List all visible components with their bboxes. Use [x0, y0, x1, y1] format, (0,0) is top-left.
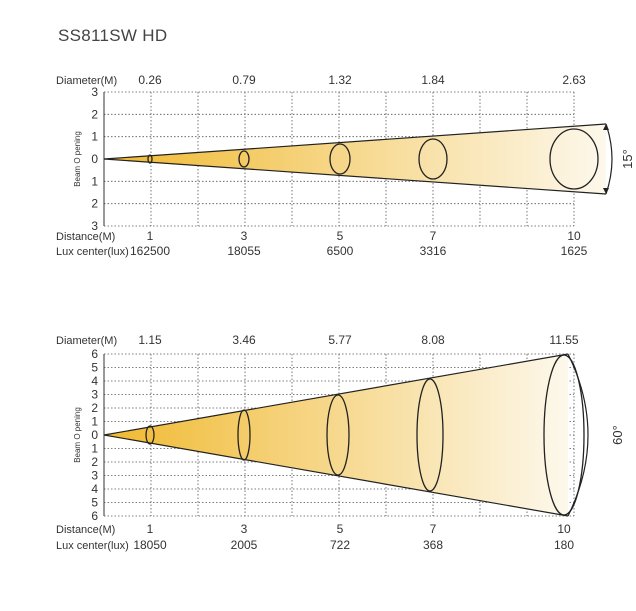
lux-value: 2005 — [231, 538, 258, 552]
beam-edge-bottom — [103, 158, 607, 195]
lux-value: 368 — [423, 538, 443, 552]
y-tick-label: 6 — [91, 509, 98, 523]
y-tick-label: 6 — [91, 347, 98, 361]
diameter-value: 8.08 — [421, 333, 445, 347]
distance-value: 7 — [430, 522, 437, 536]
diameter-value: 1.15 — [138, 333, 162, 347]
angle-label: 60° — [610, 425, 625, 445]
beam-ellipse — [145, 425, 155, 445]
distance-value: 10 — [567, 229, 581, 243]
distance-value: 5 — [337, 229, 344, 243]
beam-ellipse — [238, 150, 250, 168]
diameter-value: 0.79 — [232, 73, 256, 87]
page-title: SS811SW HD — [58, 26, 168, 45]
distance-value: 7 — [430, 229, 437, 243]
lux-label: Lux center(lux) — [56, 540, 129, 552]
lux-value: 18055 — [227, 244, 261, 258]
y-tick-label: 1 — [91, 442, 98, 456]
beam-ellipse — [549, 128, 599, 190]
distance-label: Distance(M) — [56, 231, 115, 243]
lux-value: 1625 — [561, 244, 588, 258]
y-axis-label: Beam O pening — [73, 131, 82, 187]
y-tick-label: 1 — [91, 130, 98, 144]
y-tick-label: 1 — [91, 174, 98, 188]
y-tick-label: 4 — [91, 482, 98, 496]
arrow-head-up — [603, 124, 609, 130]
diameter-value: 11.55 — [549, 333, 578, 347]
beam-ellipse — [237, 409, 251, 461]
distance-value: 10 — [557, 522, 571, 536]
lux-value: 722 — [330, 538, 350, 552]
distance-value: 1 — [147, 522, 154, 536]
beam-edge-top — [103, 123, 607, 160]
y-tick-label: 3 — [91, 85, 98, 99]
y-tick-label: 2 — [91, 107, 98, 121]
beam-ellipse — [329, 143, 351, 175]
diameter-label: Diameter(M) — [56, 335, 117, 347]
y-tick-label: 5 — [91, 496, 98, 510]
beam-cone — [104, 354, 568, 516]
beam-ellipse — [416, 378, 444, 492]
y-tick-label: 5 — [91, 361, 98, 375]
diameter-value: 5.77 — [328, 333, 352, 347]
y-tick-label: 3 — [91, 469, 98, 483]
diameter-value: 0.26 — [138, 73, 162, 87]
lux-value: 6500 — [327, 244, 354, 258]
beam-edge-top — [103, 353, 569, 436]
beam-edge-bottom — [103, 434, 569, 517]
angle-arc — [567, 353, 589, 517]
diameter-value: 1.84 — [421, 73, 445, 87]
angle-arc — [605, 123, 613, 195]
beam-ellipse — [147, 154, 153, 164]
lux-label: Lux center(lux) — [56, 246, 129, 258]
distance-value: 1 — [147, 229, 154, 243]
distance-value: 3 — [241, 522, 248, 536]
y-tick-label: 2 — [91, 401, 98, 415]
distance-label: Distance(M) — [56, 524, 115, 536]
arrow-head-down — [603, 188, 609, 194]
y-tick-label: 0 — [91, 152, 98, 166]
beam-ellipse — [418, 138, 448, 180]
diameter-value: 3.46 — [232, 333, 256, 347]
lux-value: 18050 — [133, 538, 167, 552]
diameter-label: Diameter(M) — [56, 75, 117, 87]
y-tick-label: 2 — [91, 455, 98, 469]
y-tick-label: 0 — [91, 428, 98, 442]
lux-value: 162500 — [130, 244, 170, 258]
beam-ellipse — [326, 394, 350, 476]
beam-ellipse — [543, 354, 585, 516]
angle-label: 15° — [620, 149, 635, 169]
y-axis-label: Beam O pening — [73, 407, 82, 463]
diameter-value: 2.63 — [562, 73, 586, 87]
distance-value: 3 — [241, 229, 248, 243]
beam-cone — [104, 124, 606, 194]
distance-value: 5 — [337, 522, 344, 536]
diameter-value: 1.32 — [328, 73, 352, 87]
y-tick-label: 3 — [91, 388, 98, 402]
y-tick-label: 4 — [91, 374, 98, 388]
y-tick-label: 2 — [91, 197, 98, 211]
y-tick-label: 3 — [91, 219, 98, 233]
y-tick-label: 1 — [91, 415, 98, 429]
lux-value: 3316 — [420, 244, 447, 258]
lux-value: 180 — [554, 538, 574, 552]
